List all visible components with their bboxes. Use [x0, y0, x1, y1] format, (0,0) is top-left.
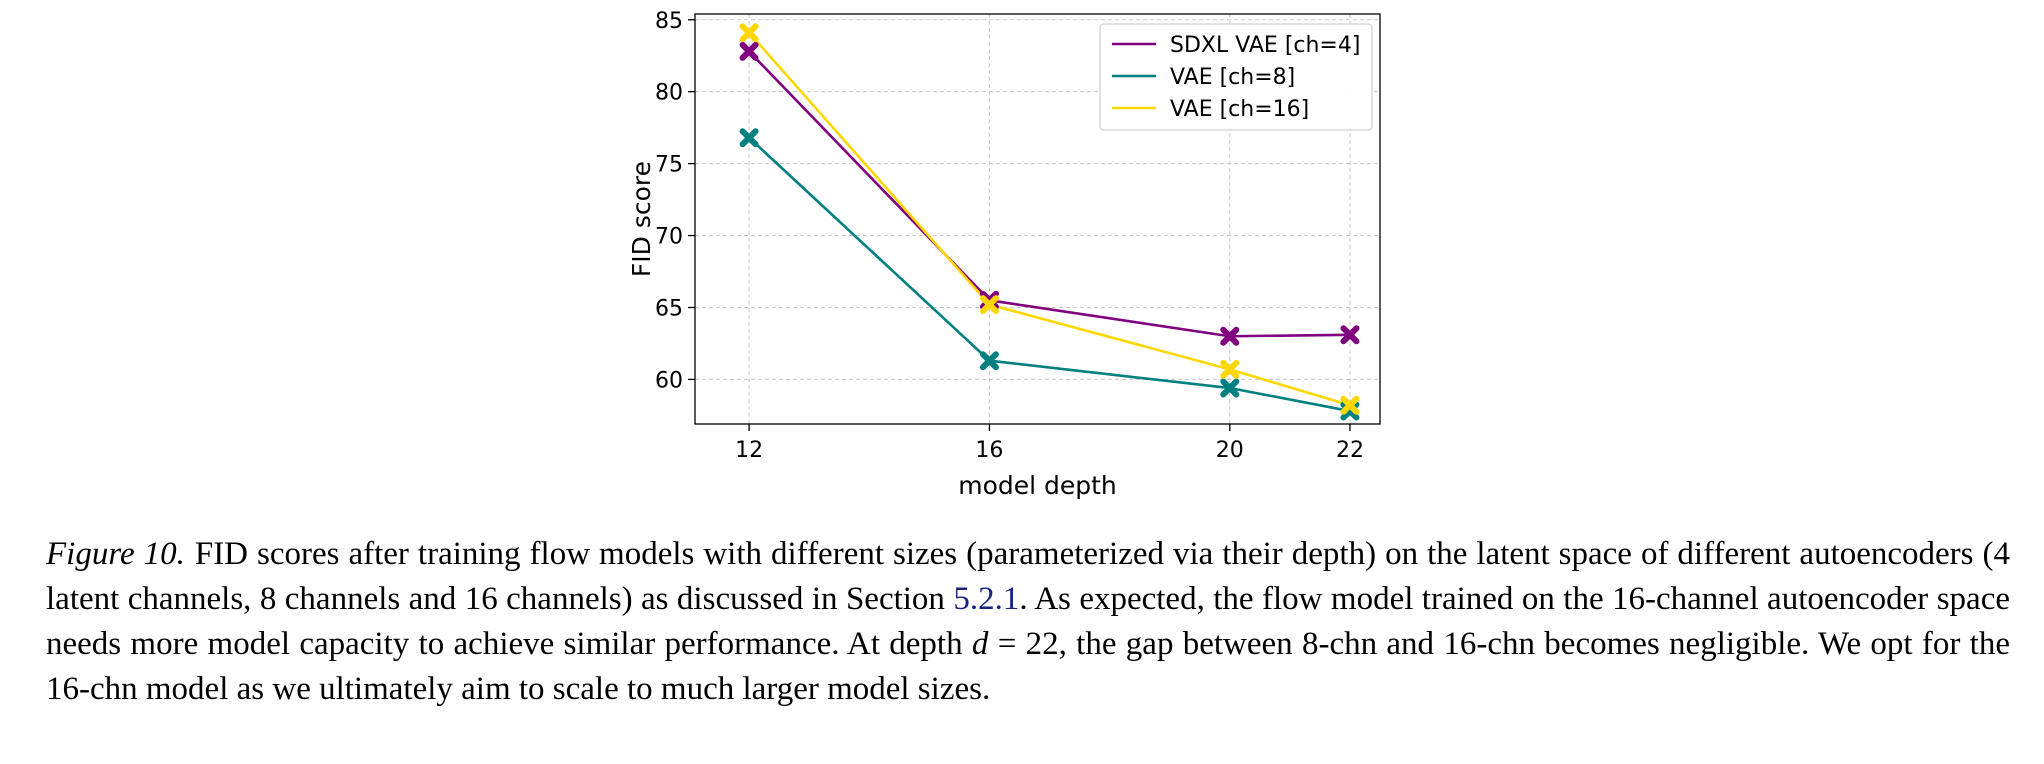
data-point-marker	[1340, 325, 1360, 345]
legend: SDXL VAE [ch=4] VAE [ch=8] VAE [ch=16]	[1099, 23, 1373, 131]
marker-stroke	[1340, 395, 1360, 415]
series-markers	[739, 23, 1360, 421]
data-point-marker	[1220, 378, 1240, 398]
data-point-marker	[1220, 359, 1240, 379]
series-line	[748, 31, 1351, 407]
data-point-marker	[739, 23, 759, 43]
y-tick-label: 60	[655, 368, 683, 393]
marker-stroke	[979, 295, 999, 315]
data-point-marker	[979, 351, 999, 371]
data-point-marker	[739, 128, 759, 148]
x-tick-label: 22	[1336, 438, 1364, 463]
marker-stroke	[739, 23, 759, 43]
marker-stroke	[739, 128, 759, 148]
series-lines	[748, 31, 1351, 413]
marker-stroke	[979, 290, 999, 310]
marker-stroke	[1220, 359, 1240, 379]
y-axis: 60 65 70 75 80 85	[655, 9, 695, 393]
math-variable-d: d	[971, 626, 989, 662]
marker-stroke	[979, 351, 999, 371]
figure-label: Figure 10.	[46, 536, 185, 572]
caption-text-3: , the gap between 8-chn and 16-chn becom…	[46, 626, 2010, 707]
x-tick-label: 20	[1216, 438, 1244, 463]
marker-stroke	[1340, 325, 1360, 345]
x-tick-label: 16	[975, 438, 1003, 463]
data-point-marker	[979, 295, 999, 315]
x-axis-label: model depth	[958, 471, 1117, 500]
fid-line-chart: 12 16 20 22 60 65 70 75 80 85 model depth FID sc…	[627, 9, 1381, 500]
x-axis: 12 16 20 22	[735, 424, 1364, 463]
marker-stroke	[739, 41, 759, 61]
data-point-marker	[1220, 326, 1240, 346]
data-point-marker	[1340, 395, 1360, 415]
data-point-marker	[979, 290, 999, 310]
legend-box	[1099, 23, 1373, 131]
x-tick-label: 12	[735, 438, 763, 463]
figure-caption: Figure 10. FID scores after training flow…	[46, 532, 2010, 712]
y-tick-label: 70	[655, 225, 683, 250]
legend-entry: VAE [ch=16]	[1170, 97, 1309, 122]
section-link[interactable]: 5.2.1	[953, 581, 1020, 617]
marker-stroke	[1220, 326, 1240, 346]
data-point-marker	[739, 41, 759, 61]
y-tick-label: 75	[655, 153, 683, 178]
math-equals: = 22	[988, 626, 1059, 662]
y-tick-label: 65	[655, 296, 683, 321]
y-tick-label: 80	[655, 81, 683, 106]
caption-text-1: FID scores after training flow models wi…	[46, 536, 2010, 617]
caption-text-2: . As expected, the flow model trained on…	[46, 581, 2011, 662]
series-line	[748, 50, 1350, 338]
legend-entry: VAE [ch=8]	[1170, 65, 1295, 90]
series-line	[748, 136, 1351, 413]
marker-stroke	[1220, 378, 1240, 398]
y-axis-label: FID score	[627, 161, 656, 277]
y-tick-label: 85	[655, 9, 683, 34]
legend-entry: SDXL VAE [ch=4]	[1170, 33, 1360, 58]
plot-area-frame	[694, 13, 1381, 425]
